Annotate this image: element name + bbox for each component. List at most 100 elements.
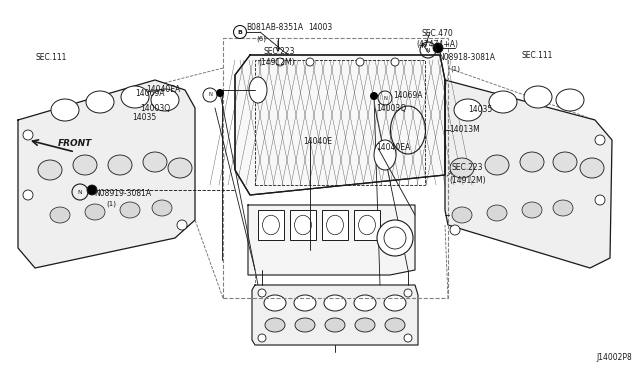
Text: SEC.111: SEC.111 — [522, 51, 554, 60]
Circle shape — [433, 43, 443, 53]
Circle shape — [216, 89, 224, 97]
Ellipse shape — [553, 200, 573, 216]
Polygon shape — [252, 285, 418, 345]
Ellipse shape — [374, 140, 396, 170]
Text: 14013M: 14013M — [449, 125, 480, 135]
Bar — [354, 210, 380, 240]
Circle shape — [258, 334, 266, 342]
Circle shape — [177, 220, 187, 230]
Text: (14912M): (14912M) — [449, 176, 486, 185]
Ellipse shape — [355, 318, 375, 332]
Ellipse shape — [354, 295, 376, 311]
Ellipse shape — [580, 158, 604, 178]
Ellipse shape — [294, 295, 316, 311]
Ellipse shape — [325, 318, 345, 332]
Text: (14912M): (14912M) — [258, 58, 294, 67]
Ellipse shape — [520, 152, 544, 172]
Bar — [258, 210, 284, 240]
Ellipse shape — [249, 77, 267, 103]
Ellipse shape — [489, 91, 517, 113]
Text: 14069A: 14069A — [136, 89, 165, 97]
Ellipse shape — [452, 207, 472, 223]
Ellipse shape — [143, 152, 167, 172]
Ellipse shape — [295, 318, 315, 332]
Text: N08918-3081A: N08918-3081A — [438, 54, 495, 62]
Ellipse shape — [108, 155, 132, 175]
Ellipse shape — [262, 215, 280, 235]
Text: N: N — [383, 96, 387, 100]
Ellipse shape — [264, 295, 286, 311]
Text: J14002P8: J14002P8 — [596, 353, 632, 362]
Text: 14040EA: 14040EA — [146, 86, 180, 94]
Text: N: N — [77, 189, 83, 195]
Text: FRONT: FRONT — [58, 139, 92, 148]
Circle shape — [370, 92, 378, 100]
Bar — [290, 210, 316, 240]
Text: N: N — [208, 93, 212, 97]
Ellipse shape — [450, 158, 474, 178]
Polygon shape — [248, 205, 415, 275]
Text: 14003: 14003 — [308, 23, 332, 32]
Text: (6): (6) — [256, 36, 266, 42]
Polygon shape — [18, 80, 195, 268]
Ellipse shape — [326, 215, 344, 235]
Text: 14035: 14035 — [132, 113, 156, 122]
Text: SEC.111: SEC.111 — [36, 54, 67, 62]
Polygon shape — [235, 55, 445, 195]
Text: (1): (1) — [450, 66, 460, 72]
Ellipse shape — [553, 152, 577, 172]
Text: 14040E: 14040E — [303, 138, 332, 147]
Circle shape — [595, 135, 605, 145]
Circle shape — [450, 225, 460, 235]
Ellipse shape — [51, 99, 79, 121]
Ellipse shape — [385, 318, 405, 332]
Text: 14069A: 14069A — [393, 92, 422, 100]
Ellipse shape — [487, 205, 507, 221]
Text: 14003Q: 14003Q — [376, 103, 406, 112]
Circle shape — [377, 220, 413, 256]
Circle shape — [258, 289, 266, 297]
Text: SEC.223: SEC.223 — [263, 48, 294, 57]
Ellipse shape — [556, 89, 584, 111]
Circle shape — [306, 58, 314, 66]
Bar — [322, 210, 348, 240]
Ellipse shape — [73, 155, 97, 175]
Text: N08919-3081A: N08919-3081A — [94, 189, 151, 198]
Circle shape — [384, 227, 406, 249]
Text: 14040EA: 14040EA — [376, 144, 410, 153]
Ellipse shape — [265, 318, 285, 332]
Circle shape — [87, 185, 97, 195]
Bar — [255, 60, 425, 185]
Ellipse shape — [358, 215, 376, 235]
Circle shape — [595, 195, 605, 205]
Ellipse shape — [152, 200, 172, 216]
Text: (47474+A): (47474+A) — [416, 39, 458, 48]
Circle shape — [356, 58, 364, 66]
Text: B: B — [237, 29, 243, 35]
Polygon shape — [445, 80, 612, 268]
Text: SEC.223: SEC.223 — [452, 164, 483, 173]
Text: SEC.470: SEC.470 — [422, 29, 454, 38]
Ellipse shape — [86, 91, 114, 113]
Circle shape — [404, 289, 412, 297]
Ellipse shape — [454, 99, 482, 121]
Circle shape — [23, 130, 33, 140]
Text: B081AB-8351A: B081AB-8351A — [246, 23, 303, 32]
Ellipse shape — [168, 158, 192, 178]
Circle shape — [391, 58, 399, 66]
Ellipse shape — [121, 86, 149, 108]
Ellipse shape — [151, 89, 179, 111]
Ellipse shape — [85, 204, 105, 220]
Ellipse shape — [524, 86, 552, 108]
Ellipse shape — [522, 202, 542, 218]
Ellipse shape — [384, 295, 406, 311]
Text: N: N — [426, 48, 430, 52]
Text: 14003Q: 14003Q — [140, 103, 170, 112]
Text: (1): (1) — [106, 201, 116, 207]
Ellipse shape — [485, 155, 509, 175]
Circle shape — [23, 190, 33, 200]
Ellipse shape — [50, 207, 70, 223]
Ellipse shape — [120, 202, 140, 218]
Ellipse shape — [38, 160, 62, 180]
Ellipse shape — [324, 295, 346, 311]
